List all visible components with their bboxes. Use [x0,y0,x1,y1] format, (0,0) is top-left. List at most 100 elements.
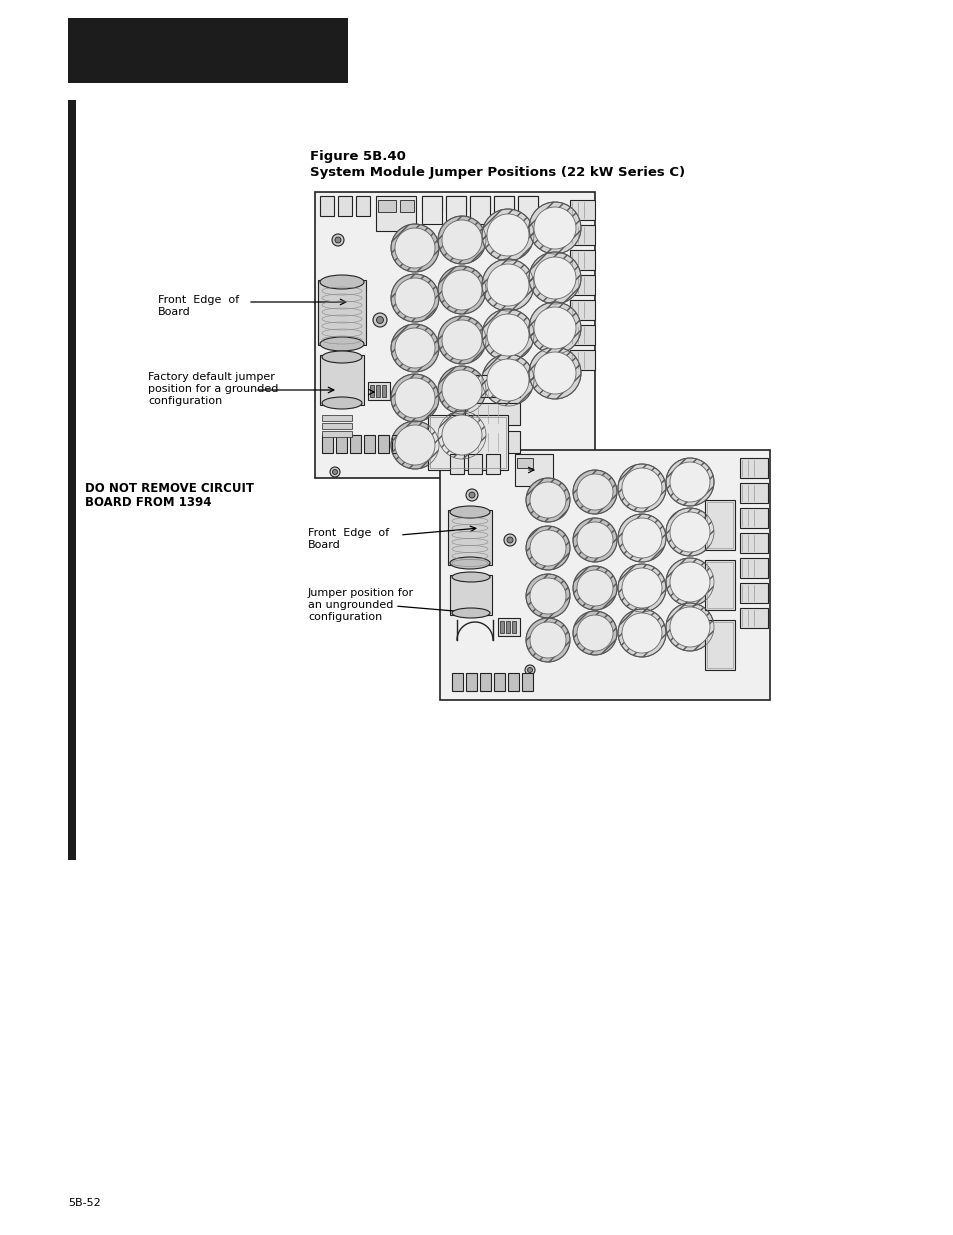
Bar [569,275,595,295]
Circle shape [573,517,617,562]
Circle shape [534,257,576,299]
Bar [335,435,347,453]
Bar [450,454,463,474]
Circle shape [437,216,485,264]
Bar [350,435,360,453]
Circle shape [437,411,485,459]
Text: Front  Edge  of: Front Edge of [158,295,239,305]
Circle shape [465,489,477,501]
Circle shape [481,209,534,261]
Circle shape [573,566,617,610]
Circle shape [618,564,665,613]
Circle shape [441,220,481,261]
Bar [381,385,386,396]
Circle shape [481,354,534,406]
Bar [521,673,533,692]
Bar [368,382,390,400]
Bar [569,350,595,370]
Circle shape [573,471,617,514]
Bar [517,196,537,211]
Circle shape [391,324,438,372]
Circle shape [437,266,485,314]
Circle shape [486,314,529,356]
Circle shape [669,513,709,552]
Bar [319,354,364,405]
Text: Figure 5B.40: Figure 5B.40 [310,149,405,163]
Bar [355,196,370,216]
Circle shape [391,374,438,422]
Bar [704,559,734,610]
Text: Jumper position for: Jumper position for [308,588,414,598]
Circle shape [529,303,580,354]
Circle shape [525,618,569,662]
Circle shape [441,370,481,410]
Bar [322,424,352,429]
Circle shape [534,308,576,350]
Bar [421,196,441,211]
Circle shape [441,320,481,359]
Circle shape [486,264,529,306]
Bar [494,673,504,692]
Bar [464,375,519,396]
Bar [740,583,767,603]
Circle shape [530,622,565,658]
Bar [419,435,431,453]
Circle shape [506,537,513,543]
Bar [392,435,402,453]
Bar [706,562,732,608]
Circle shape [669,606,709,647]
Circle shape [577,615,613,651]
Circle shape [577,522,613,558]
Circle shape [395,378,435,417]
Circle shape [530,482,565,517]
Circle shape [525,478,569,522]
Circle shape [395,278,435,317]
Bar [706,622,732,668]
Circle shape [437,316,485,364]
Bar [322,431,352,437]
Circle shape [395,329,435,368]
Ellipse shape [450,557,490,569]
Bar [517,196,537,224]
Ellipse shape [450,506,490,517]
Circle shape [618,464,665,513]
Text: Factory default jumper: Factory default jumper [148,372,274,382]
Bar [446,196,465,224]
Text: position for a grounded: position for a grounded [148,384,278,394]
Bar [494,196,514,224]
Ellipse shape [319,275,364,289]
Circle shape [486,359,529,401]
Bar [317,280,366,345]
Text: configuration: configuration [308,613,382,622]
Circle shape [665,458,713,506]
Bar [377,435,389,453]
Text: 9/440HR CNC/Drive System: 9/440HR CNC/Drive System [78,54,251,67]
Circle shape [395,425,435,466]
Bar [68,100,76,860]
Bar [464,403,519,425]
Circle shape [391,274,438,322]
Bar [517,458,533,468]
Bar [375,196,416,231]
Bar [322,435,333,453]
Text: configuration: configuration [148,396,222,406]
Circle shape [529,347,580,399]
Ellipse shape [319,337,364,351]
Circle shape [621,613,661,653]
Bar [446,196,465,211]
Circle shape [618,514,665,562]
Bar [468,454,481,474]
Polygon shape [314,191,595,478]
Circle shape [534,207,576,249]
Bar [499,621,503,634]
Bar [470,196,490,224]
Circle shape [529,252,580,304]
Ellipse shape [452,572,490,582]
Bar [569,325,595,345]
Bar [319,196,334,216]
Bar [450,576,492,615]
Bar [377,200,395,212]
Text: an ungrounded: an ungrounded [308,600,393,610]
Ellipse shape [322,351,361,363]
Bar [448,510,492,564]
